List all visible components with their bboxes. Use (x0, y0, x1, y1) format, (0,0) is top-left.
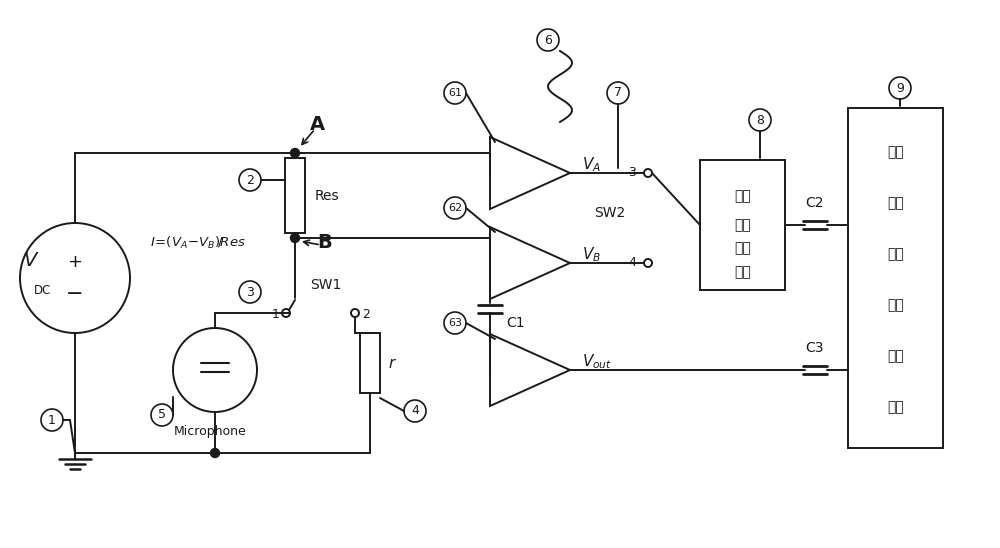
Bar (360, 333, 380, 393)
Text: $V_A$: $V_A$ (582, 156, 601, 174)
Text: 据采: 据采 (887, 349, 904, 363)
Text: C2: C2 (806, 196, 824, 210)
Text: A: A (309, 116, 325, 134)
Text: 满幅: 满幅 (734, 190, 751, 203)
Bar (700, 160, 785, 290)
Text: 6: 6 (544, 33, 552, 47)
Circle shape (290, 149, 300, 157)
Text: 高性: 高性 (887, 145, 904, 159)
Text: 集卡: 集卡 (887, 400, 904, 414)
Text: $I\!=\!(V_A\!-\!V_B)\!/\!Res$: $I\!=\!(V_A\!-\!V_B)\!/\!Res$ (150, 235, 246, 251)
Text: 交流: 交流 (734, 218, 751, 232)
Text: 1: 1 (272, 307, 280, 321)
Text: DC: DC (34, 283, 52, 296)
Text: 流耦: 流耦 (887, 247, 904, 261)
Text: V: V (23, 250, 37, 270)
Text: 2: 2 (246, 174, 254, 186)
Text: 调制: 调制 (734, 242, 751, 255)
Text: 4: 4 (411, 404, 419, 418)
Bar (848, 108, 943, 448)
Text: 7: 7 (614, 87, 622, 100)
Text: 61: 61 (448, 88, 462, 98)
Text: Res: Res (315, 189, 340, 203)
Text: C3: C3 (806, 341, 824, 355)
Text: 能交: 能交 (887, 196, 904, 210)
Text: $V_{out}$: $V_{out}$ (582, 353, 612, 372)
Text: B: B (318, 233, 332, 253)
Text: 1: 1 (48, 414, 56, 426)
Text: 合数: 合数 (887, 298, 904, 312)
Text: C1: C1 (506, 316, 525, 330)
Text: Microphone: Microphone (174, 425, 246, 438)
Text: SW1: SW1 (310, 278, 341, 292)
Text: 4: 4 (628, 255, 636, 269)
Text: 5: 5 (158, 408, 166, 421)
Text: SW2: SW2 (594, 206, 626, 220)
Text: 9: 9 (896, 82, 904, 94)
Text: r: r (388, 356, 394, 370)
Text: 3: 3 (628, 165, 636, 179)
Text: 8: 8 (756, 113, 764, 127)
Text: 2: 2 (362, 307, 370, 321)
Text: 63: 63 (448, 318, 462, 328)
Circle shape (290, 233, 300, 243)
Text: 电路: 电路 (734, 265, 751, 279)
Circle shape (210, 448, 220, 458)
Text: $V_B$: $V_B$ (582, 246, 601, 264)
Bar (285, 158, 305, 233)
Text: +: + (68, 253, 82, 271)
Text: 3: 3 (246, 286, 254, 299)
Text: −: − (66, 284, 84, 304)
Text: 62: 62 (448, 203, 462, 213)
